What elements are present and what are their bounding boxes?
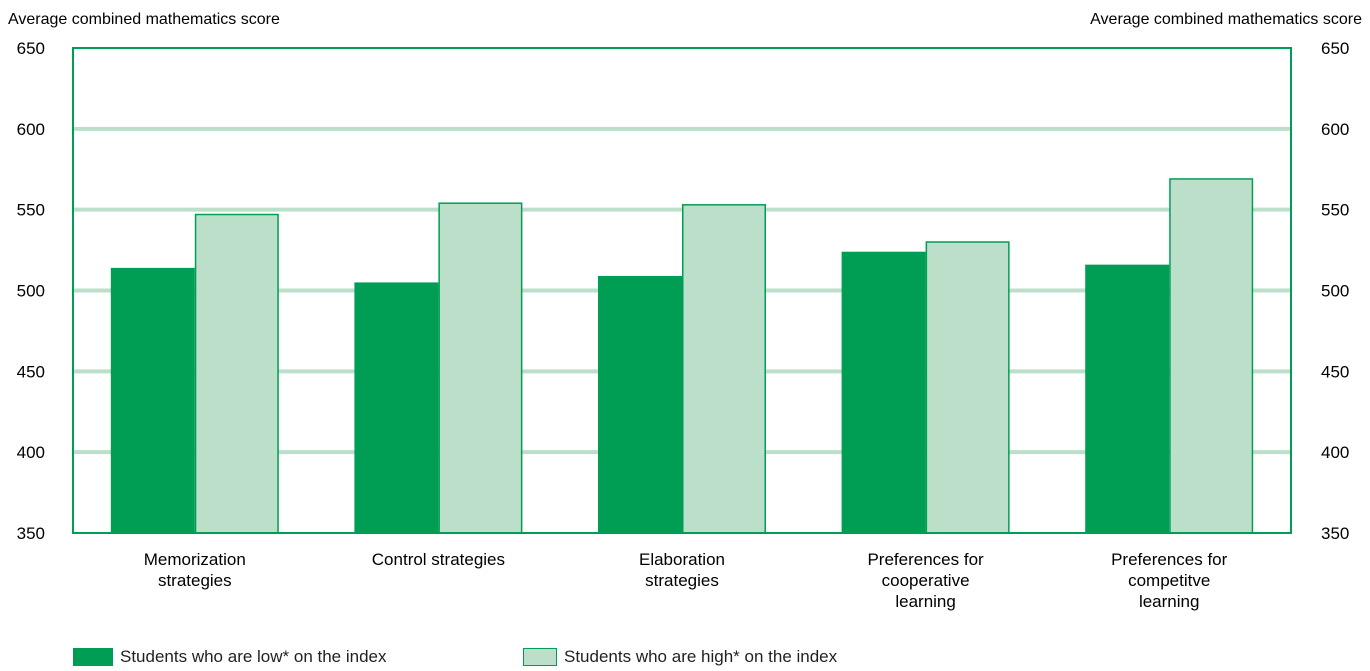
legend-item-low: Students who are low* on the index	[73, 647, 387, 667]
x-tick-label: Control strategies	[372, 550, 505, 569]
legend-swatch-high	[523, 648, 557, 666]
bar-low	[841, 251, 926, 533]
y-tick-label-right: 400	[1321, 443, 1349, 462]
y-tick-label-left: 550	[17, 201, 45, 220]
bar-chart: Average combined mathematics score Avera…	[8, 11, 1362, 611]
bar-high	[925, 241, 1010, 534]
legend-label-high: Students who are high* on the index	[564, 647, 838, 666]
bar-low	[598, 275, 682, 533]
bar-high	[194, 213, 279, 534]
x-tick-label: Preferences for cooperative learning	[867, 550, 984, 611]
x-tick-labels: Memorization strategies Control strategies…	[144, 550, 1228, 611]
y-tick-label-right: 450	[1321, 362, 1349, 381]
y-tick-label-left: 500	[17, 282, 45, 301]
bar-high	[1169, 178, 1254, 534]
x-tick-label: Memorization strategies	[144, 550, 246, 590]
y-axis-label-right: Average combined mathematics score	[1090, 11, 1362, 28]
x-tick-label: Elaboration strategies	[639, 550, 725, 590]
bar-high	[682, 204, 766, 534]
bar-low	[1085, 264, 1170, 533]
legend-swatch-low	[73, 648, 113, 666]
y-tick-label-right: 550	[1321, 201, 1349, 220]
legend-item-high: Students who are high* on the index	[523, 647, 837, 667]
bar-low	[354, 282, 439, 533]
y-tick-label-right: 500	[1321, 282, 1349, 301]
y-tick-label-left: 650	[17, 39, 45, 58]
bars	[110, 178, 1254, 534]
plot-frame	[72, 47, 1292, 534]
y-tick-label-left: 600	[17, 120, 45, 139]
y-tick-label-right: 600	[1321, 120, 1349, 139]
y-axis-label-left: Average combined mathematics score	[8, 11, 280, 28]
x-tick-label: Preferences for competitve learning	[1111, 550, 1228, 611]
bar-low	[110, 267, 195, 533]
y-tick-labels: 350 350 400 400 450 450 500 500 550 550 600 600 650 6…	[17, 39, 1350, 543]
y-tick-label-left: 450	[17, 362, 45, 381]
legend-label-low: Students who are low* on the index	[120, 647, 387, 666]
bar-high	[438, 202, 523, 534]
y-tick-label-left: 400	[17, 443, 45, 462]
y-tick-label-right: 650	[1321, 39, 1349, 58]
y-tick-label-right: 350	[1321, 524, 1349, 543]
y-tick-label-left: 350	[17, 524, 45, 543]
